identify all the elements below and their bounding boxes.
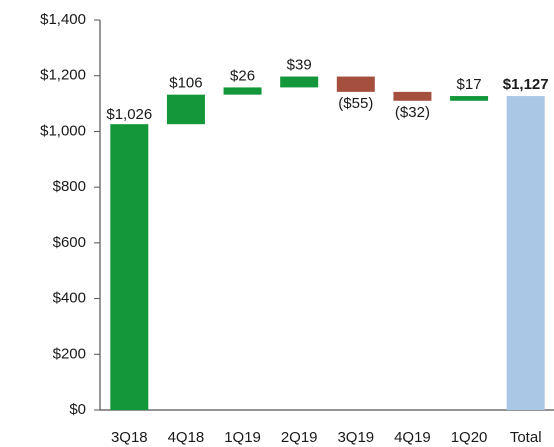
bar <box>393 91 432 101</box>
y-tick-label: $1,000 <box>40 122 86 139</box>
value-label: $26 <box>230 67 255 84</box>
bar <box>336 76 375 92</box>
x-tick-label: 4Q19 <box>394 429 431 446</box>
value-label: $1,026 <box>106 106 152 123</box>
y-tick-label: $800 <box>53 178 86 195</box>
bar <box>110 124 149 410</box>
value-label: $17 <box>457 76 482 93</box>
bar <box>166 94 205 125</box>
x-tick-label: 1Q20 <box>451 429 488 446</box>
y-tick-label: $600 <box>53 234 86 251</box>
bar <box>506 96 545 411</box>
bar <box>450 96 489 101</box>
x-tick-label: Total <box>510 429 542 446</box>
value-label: ($32) <box>395 104 430 121</box>
x-tick-label: 2Q19 <box>281 429 318 446</box>
y-tick-label: $400 <box>53 290 86 307</box>
x-tick-label: 3Q19 <box>337 429 374 446</box>
x-tick-label: 1Q19 <box>224 429 261 446</box>
bar <box>280 76 319 88</box>
value-label: $39 <box>287 57 312 74</box>
y-tick-label: $1,200 <box>40 67 86 84</box>
value-label: $1,127 <box>503 76 549 93</box>
y-tick-label: $200 <box>53 345 86 362</box>
x-tick-label: 3Q18 <box>111 429 148 446</box>
y-tick-label: $1,400 <box>40 11 86 28</box>
value-label: $106 <box>169 75 202 92</box>
y-tick-label: $0 <box>69 401 86 418</box>
x-tick-label: 4Q18 <box>168 429 205 446</box>
value-label: ($55) <box>338 95 373 112</box>
bar <box>223 87 262 95</box>
